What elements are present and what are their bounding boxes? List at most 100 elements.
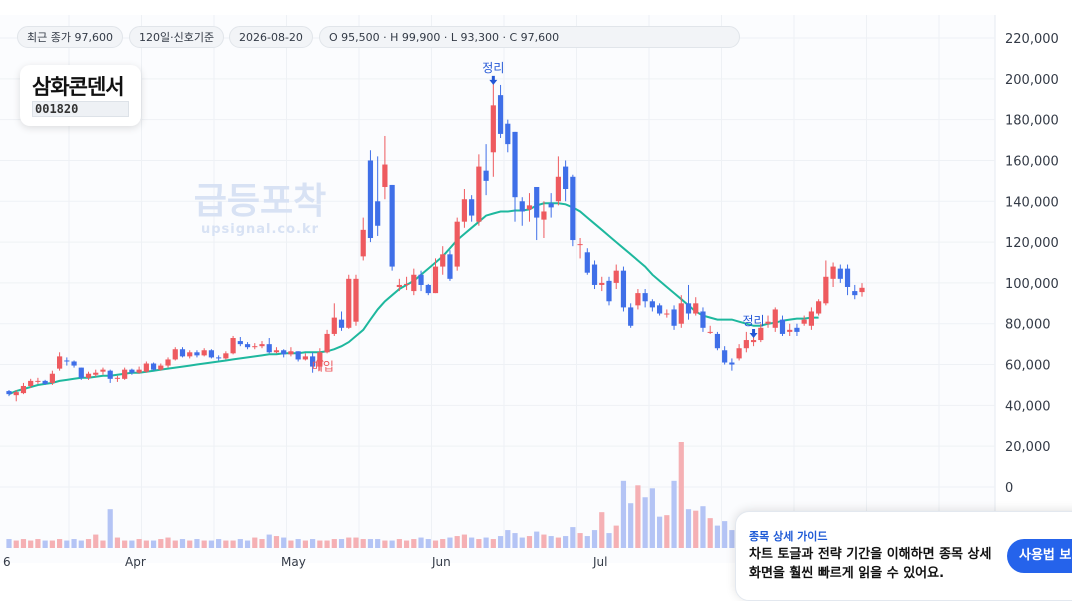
volume-bar [635, 485, 641, 548]
candle-body [432, 266, 439, 294]
candle-body [324, 333, 330, 353]
candle-body [252, 346, 258, 348]
price-chart[interactable]: 220,000 200,000 180,000 160,000 140,000 120,0… [0, 0, 1072, 579]
stock-code: 001820 [32, 101, 129, 117]
y-tick-label: 200,000 [1005, 73, 1059, 88]
candle-body [403, 283, 410, 285]
volume-bar [129, 540, 135, 548]
watermark-url: upsignal.co.kr [201, 222, 319, 237]
candle-body [620, 270, 627, 308]
candle-body [425, 284, 431, 294]
candle-body [750, 340, 757, 343]
volume-bar [187, 540, 193, 548]
candle-body [281, 350, 287, 355]
candle-body [346, 278, 352, 328]
candle-body [505, 123, 511, 145]
candle-body [295, 351, 301, 360]
candle-body [122, 369, 128, 379]
volume-bar [628, 503, 634, 548]
y-tick-label: 180,000 [1005, 114, 1059, 129]
y-tick-label: 20,000 [1005, 440, 1051, 455]
candle-body [606, 280, 612, 302]
candle-body [411, 274, 417, 292]
candle-body [353, 278, 359, 322]
candle-body [266, 344, 272, 353]
candle-body [830, 266, 836, 279]
candle-body [150, 363, 157, 370]
candle-body [93, 372, 99, 375]
candle-body [273, 350, 280, 353]
candle-body [469, 199, 475, 216]
y-tick-label: 80,000 [1005, 318, 1051, 333]
sell-signal-label: 정리 [482, 61, 504, 75]
volume-bar [678, 442, 684, 548]
date-chip[interactable]: 2026-08-20 [229, 26, 313, 48]
volume-bar [555, 537, 561, 548]
last-close-chip[interactable]: 최근 종가 97,600 [17, 26, 123, 48]
candle-body [859, 287, 865, 293]
candle-body [100, 369, 106, 372]
volume-bar [179, 539, 186, 548]
volume-bar [78, 540, 84, 548]
candle-body [649, 301, 655, 308]
candle-body [678, 303, 684, 324]
volume-bar [93, 534, 99, 548]
volume-bar [584, 536, 590, 548]
volume-bar [223, 540, 229, 548]
volume-bar [685, 509, 692, 548]
stock-card: 삼화콘덴서 001820 [20, 65, 141, 126]
sell-signal-label: 정리 [743, 314, 765, 328]
volume-bar [230, 540, 236, 548]
candle-body [42, 380, 48, 384]
volume-bar [382, 540, 388, 548]
volume-bar [620, 480, 627, 548]
candle-body [628, 307, 634, 326]
volume-bar [425, 539, 431, 548]
volume-bar [20, 539, 27, 548]
candle-body [707, 331, 713, 333]
volume-bar [367, 539, 374, 548]
candle-body [555, 176, 561, 202]
candle-body [722, 350, 728, 363]
candle-body [396, 284, 402, 287]
sell-signal-arrow [749, 328, 758, 338]
candle-body [534, 186, 540, 218]
period-chip[interactable]: 120일·신호기준 [129, 26, 225, 48]
volume-bar [411, 539, 417, 548]
candle-body [244, 344, 251, 348]
candle-body [440, 254, 446, 267]
candle-body [382, 164, 388, 187]
candle-body [230, 338, 236, 354]
volume-bar [707, 518, 713, 548]
volume-bar [64, 540, 70, 548]
guide-title: 종목 상세 가이드 [749, 530, 828, 543]
guide-popup: 종목 상세 가이드 차트 토글과 전략 기간을 이해하면 종목 상세 화면을 훨… [735, 511, 1072, 601]
volume-bar [599, 512, 605, 548]
candle-body [418, 274, 424, 285]
y-tick-label: 140,000 [1005, 195, 1059, 210]
volume-bar [208, 540, 215, 548]
volume-bar [534, 531, 540, 548]
candle-body [685, 303, 692, 314]
volume-bar [461, 534, 468, 548]
candle-body [729, 362, 735, 365]
candle-body [179, 349, 186, 357]
guide-button[interactable]: 사용법 보기 [1007, 539, 1072, 573]
volume-bar [172, 540, 178, 548]
candle-body [743, 340, 749, 349]
y-tick-label: 160,000 [1005, 154, 1059, 169]
candle-body [563, 166, 569, 190]
chart-svg: 220,000 200,000 180,000 160,000 140,000 120,0… [0, 15, 1059, 569]
candle-body [693, 303, 699, 314]
volume-bar [281, 537, 287, 548]
candle-body [765, 321, 771, 324]
volume-bar [577, 533, 583, 548]
candle-body [57, 356, 63, 369]
volume-bar [136, 539, 142, 548]
candle-body [700, 311, 706, 328]
candle-body [844, 268, 851, 287]
candle-body [454, 221, 460, 267]
volume-bar [389, 540, 395, 548]
candle-body [338, 319, 345, 328]
volume-bar [375, 539, 381, 548]
